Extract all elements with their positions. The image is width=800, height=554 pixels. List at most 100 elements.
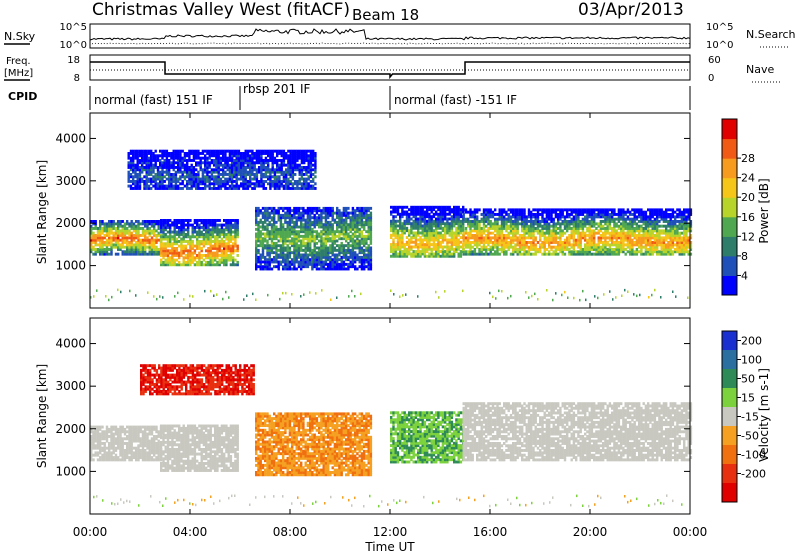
heatmap-cell <box>164 249 167 253</box>
heatmap-cell <box>189 223 192 227</box>
heatmap-cell <box>367 218 370 222</box>
heatmap-cell <box>172 161 175 165</box>
heatmap-cell <box>147 161 151 165</box>
heatmap-cell <box>356 220 359 224</box>
heatmap-cell <box>153 248 156 251</box>
heatmap-cell <box>392 215 395 219</box>
heatmap-cell <box>419 222 422 226</box>
heatmap-cell <box>172 187 175 190</box>
heatmap-cell <box>209 256 212 260</box>
heatmap-cell <box>210 154 214 158</box>
heatmap-cell <box>414 205 418 209</box>
heatmap-cell <box>284 220 287 224</box>
heatmap-cell <box>128 222 131 226</box>
heatmap-cell <box>172 168 175 172</box>
heatmap-cell <box>150 236 154 240</box>
heatmap-cell <box>680 238 684 242</box>
heatmap-cell <box>193 258 197 262</box>
heatmap-cell <box>342 223 346 227</box>
heatmap-cell <box>293 211 296 215</box>
heatmap-cell <box>360 234 364 238</box>
heatmap-cell <box>414 217 418 221</box>
heatmap-cell <box>545 236 549 240</box>
heatmap-cell <box>671 231 675 235</box>
heatmap-cell <box>268 220 271 224</box>
heatmap-cell <box>315 234 319 238</box>
heatmap-cell <box>101 231 104 235</box>
heatmap-cell <box>446 226 449 230</box>
heatmap-cell <box>202 263 206 267</box>
heatmap-cell <box>441 205 445 209</box>
heatmap-cell <box>152 166 155 169</box>
heatmap-cell <box>369 225 373 229</box>
heatmap-cell <box>615 243 618 247</box>
heatmap-cell <box>297 246 301 250</box>
heatmap-cell <box>225 226 228 229</box>
heatmap-cell <box>180 233 183 236</box>
heatmap-cell <box>268 244 271 248</box>
heatmap-cell <box>347 241 350 245</box>
heatmap-cell <box>166 254 170 257</box>
heatmap-cell <box>408 240 411 244</box>
heatmap-cell <box>220 258 224 262</box>
heatmap-cell <box>480 227 483 230</box>
heatmap-cell <box>665 213 668 216</box>
heatmap-cell <box>302 260 305 264</box>
heatmap-cell <box>575 210 578 214</box>
heatmap-cell <box>141 248 145 251</box>
heatmap-cell <box>309 220 312 224</box>
heatmap-cell <box>444 226 447 230</box>
heatmap-cell <box>234 226 237 229</box>
heatmap-cell <box>394 247 397 251</box>
heatmap-cell <box>259 244 262 248</box>
heatmap-cell <box>620 245 623 249</box>
heatmap-cell <box>196 256 199 260</box>
heatmap-cell <box>608 231 612 235</box>
heatmap-cell <box>455 217 458 221</box>
heatmap-cell <box>469 243 472 247</box>
heatmap-cell <box>649 241 652 244</box>
heatmap-cell <box>270 244 274 248</box>
heatmap-cell <box>315 265 319 269</box>
heatmap-cell <box>516 208 519 212</box>
heatmap-cell <box>539 231 542 235</box>
heatmap-cell <box>126 245 129 249</box>
heatmap-cell <box>487 234 490 237</box>
heatmap-cell <box>390 210 393 214</box>
heatmap-cell <box>336 255 339 259</box>
heatmap-cell <box>423 247 427 251</box>
heatmap-cell <box>435 210 438 214</box>
heatmap-cell <box>620 224 623 228</box>
heatmap-cell <box>638 224 641 228</box>
heatmap-cell <box>548 208 551 212</box>
heatmap-cell <box>658 220 661 223</box>
heatmap-cell <box>295 246 298 250</box>
heatmap-cell <box>215 182 218 186</box>
heatmap-cell <box>313 251 316 255</box>
heatmap-cell <box>264 255 267 259</box>
heatmap-cell <box>187 258 190 262</box>
heatmap-cell <box>617 231 621 235</box>
heatmap-cell <box>136 175 139 179</box>
heatmap-cell <box>169 249 172 253</box>
heatmap-cell <box>394 208 397 212</box>
heatmap-cell <box>689 243 693 247</box>
heatmap-cell <box>563 238 567 242</box>
heatmap-cell <box>426 231 429 235</box>
heatmap-cell <box>660 252 663 256</box>
heatmap-cell <box>105 241 109 244</box>
heatmap-cell <box>631 234 634 237</box>
heatmap-cell <box>512 238 515 242</box>
heatmap-cell <box>494 238 497 242</box>
heatmap-cell <box>523 236 526 240</box>
heatmap-cell <box>647 241 650 244</box>
heatmap-cell <box>412 212 415 216</box>
heatmap-cell <box>302 227 305 231</box>
heatmap-cell <box>286 253 289 257</box>
heatmap-cell <box>360 265 364 269</box>
heatmap-cell <box>667 229 670 233</box>
heatmap-cell <box>363 211 366 215</box>
heatmap-cell <box>687 229 690 233</box>
heatmap-cell <box>651 252 654 256</box>
heatmap-cell <box>155 245 158 249</box>
